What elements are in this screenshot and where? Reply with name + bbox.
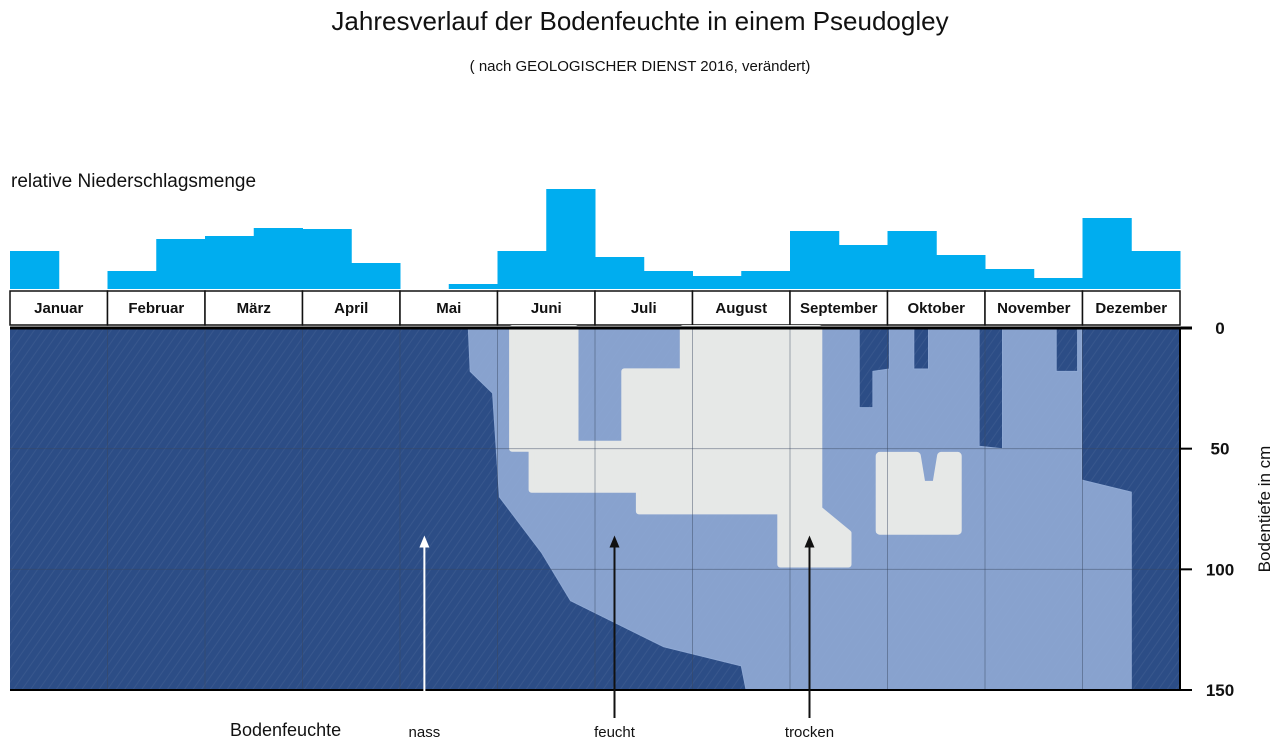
precipitation-label: relative Niederschlagsmenge — [11, 171, 257, 192]
tick-label: 150 — [1206, 681, 1234, 700]
month-label: August — [715, 300, 767, 317]
month-label: April — [334, 300, 368, 317]
precip-bar — [351, 263, 401, 289]
month-cell — [594, 290, 694, 326]
month-label: November — [997, 300, 1071, 317]
precip-bar — [10, 251, 60, 289]
chart-subtitle: ( nach GEOLOGISCHER DIENST 2016, verände… — [469, 58, 811, 75]
precip-bar — [546, 189, 596, 289]
precip-bar — [302, 229, 352, 289]
precip-bar — [107, 271, 157, 289]
precip-bar — [790, 231, 840, 289]
precip-bar — [985, 269, 1035, 289]
legend-title: Bodenfeuchte — [230, 720, 342, 740]
month-cell — [204, 290, 304, 326]
month-cell — [496, 290, 596, 326]
y-axis-label: Bodentiefe in cm — [1255, 446, 1274, 573]
month-label: Februar — [128, 300, 184, 317]
month-label: Juli — [631, 300, 657, 317]
precip-bar — [205, 236, 255, 289]
legend-item-nass: nass — [408, 724, 441, 741]
legend-arrows — [419, 535, 815, 718]
precip-bar — [1082, 218, 1132, 289]
month-cell — [789, 290, 889, 326]
month-cell — [984, 290, 1084, 326]
precip-bar — [156, 239, 206, 289]
legend-item-trocken: trocken — [784, 724, 835, 741]
month-cell — [1081, 290, 1181, 326]
month-cell — [399, 290, 499, 326]
month-cell — [106, 290, 206, 326]
month-label: September — [800, 300, 878, 317]
precip-bar — [887, 231, 937, 289]
zone-trocken — [509, 325, 852, 568]
month-header: Januar Februar März April Mai Juni Juli August S… — [9, 290, 1181, 326]
precip-bar — [1033, 278, 1083, 289]
precip-bar — [448, 284, 498, 289]
month-label: Oktober — [907, 300, 965, 317]
month-cell — [886, 290, 986, 326]
precip-bar — [741, 271, 791, 289]
legend-item-feucht: feucht — [594, 724, 635, 741]
tick-label: 100 — [1206, 560, 1234, 579]
month-label: Januar — [34, 300, 83, 317]
month-label: Juni — [531, 300, 562, 317]
precip-bar — [1131, 251, 1181, 289]
legend-arrow-head — [804, 535, 815, 548]
precip-bar — [936, 255, 986, 289]
precip-bar — [253, 228, 303, 289]
precip-bar — [595, 257, 645, 289]
legend-arrow-head — [609, 535, 620, 548]
tick-label: 50 — [1211, 440, 1230, 459]
month-label: März — [237, 300, 271, 317]
month-label: Dezember — [1095, 300, 1167, 317]
soil-panel — [10, 325, 1180, 691]
precip-bar — [838, 245, 888, 289]
legend-arrow-head — [419, 535, 430, 548]
precip-bar — [643, 271, 693, 289]
tick-label: 0 — [1215, 319, 1224, 338]
chart-title: Jahresverlauf der Bodenfeuchte in einem … — [331, 6, 949, 36]
depth-axis: 0 50 100 150 Bodentiefe in cm — [10, 319, 1274, 700]
precip-bar — [692, 276, 742, 289]
month-label: Mai — [436, 300, 461, 317]
precipitation-bars — [10, 189, 1181, 289]
precip-bar — [497, 251, 547, 289]
zone-trocken-island — [875, 451, 962, 535]
